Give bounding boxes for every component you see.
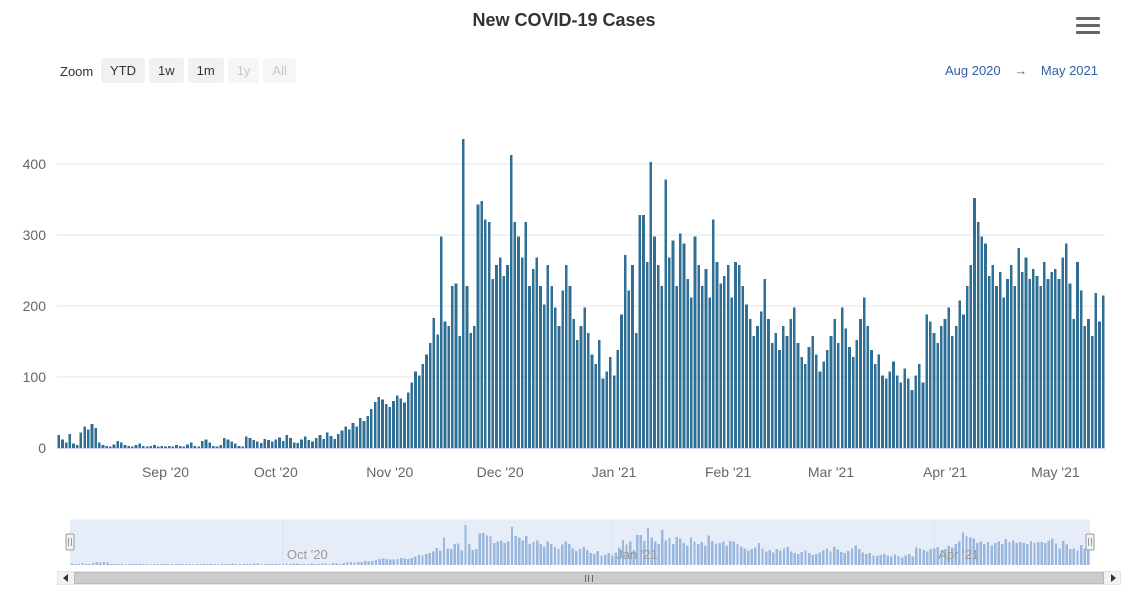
scrollbar-track[interactable] [57,571,1121,585]
navigator-handle-right[interactable] [1085,533,1095,551]
chart-title: New COVID-19 Cases [472,10,656,30]
svg-text:200: 200 [23,298,47,314]
svg-text:May '21: May '21 [1031,464,1080,480]
zoom-button-1m[interactable]: 1m [187,58,224,83]
y-axis-labels: 0 100 200 300 400 [23,156,47,456]
navigator-handle-left[interactable] [65,533,75,551]
svg-text:400: 400 [23,156,47,172]
hamburger-menu-icon[interactable] [1076,17,1100,34]
svg-text:Apr '21: Apr '21 [923,464,967,480]
svg-text:0: 0 [38,440,46,456]
navigator-bars [70,525,1090,565]
svg-text:Dec '20: Dec '20 [477,464,524,480]
scrollbar-thumb[interactable] [74,572,1104,584]
svg-text:Sep '20: Sep '20 [142,464,189,480]
range-selector-toolbar: Zoom YTD 1w 1m 1y All Aug 2020 → May 2021 [0,58,1128,86]
svg-text:Apr '21: Apr '21 [938,547,979,562]
svg-text:300: 300 [23,227,47,243]
svg-text:Nov '20: Nov '20 [366,464,413,480]
zoom-button-all: All [263,58,296,83]
main-chart[interactable]: 0 100 200 300 400 Sep '20 Oct '20 Nov '20 Dec '2… [0,95,1128,495]
scrollbar-right-arrow[interactable] [1106,572,1120,584]
range-to-input[interactable]: May 2021 [1040,63,1098,78]
svg-text:Oct '20: Oct '20 [287,547,328,562]
zoom-label: Zoom [60,64,94,79]
svg-text:Oct '20: Oct '20 [254,464,298,480]
range-from-input[interactable]: Aug 2020 [944,63,1001,78]
scrollbar-left-arrow[interactable] [58,572,72,584]
svg-text:Jan '21: Jan '21 [616,547,658,562]
menu-bar [1076,17,1100,20]
navigator-labels: Oct '20 Jan '21 Apr '21 [287,547,979,562]
right-arrow-icon [1110,574,1116,582]
series-bars[interactable] [57,139,1105,448]
menu-bar [1076,24,1100,27]
zoom-button-1y: 1y [227,58,260,83]
date-range-group: Aug 2020 → May 2021 [945,63,1098,78]
svg-text:Feb '21: Feb '21 [705,464,751,480]
left-arrow-icon [62,574,68,582]
svg-text:Jan '21: Jan '21 [592,464,637,480]
x-axis-labels: Sep '20 Oct '20 Nov '20 Dec '20 Jan '21 Feb '… [142,464,1080,480]
range-arrow-icon: → [1014,63,1028,78]
zoom-buttons: YTD 1w 1m 1y All [101,58,296,83]
navigator[interactable]: Oct '20 Jan '21 Apr '21 [0,519,1128,569]
menu-bar [1076,31,1100,34]
svg-text:Mar '21: Mar '21 [808,464,854,480]
zoom-button-ytd[interactable]: YTD [101,58,145,83]
scrollbar-grip-icon [585,575,593,582]
zoom-button-1w[interactable]: 1w [149,58,184,83]
svg-text:100: 100 [23,369,47,385]
